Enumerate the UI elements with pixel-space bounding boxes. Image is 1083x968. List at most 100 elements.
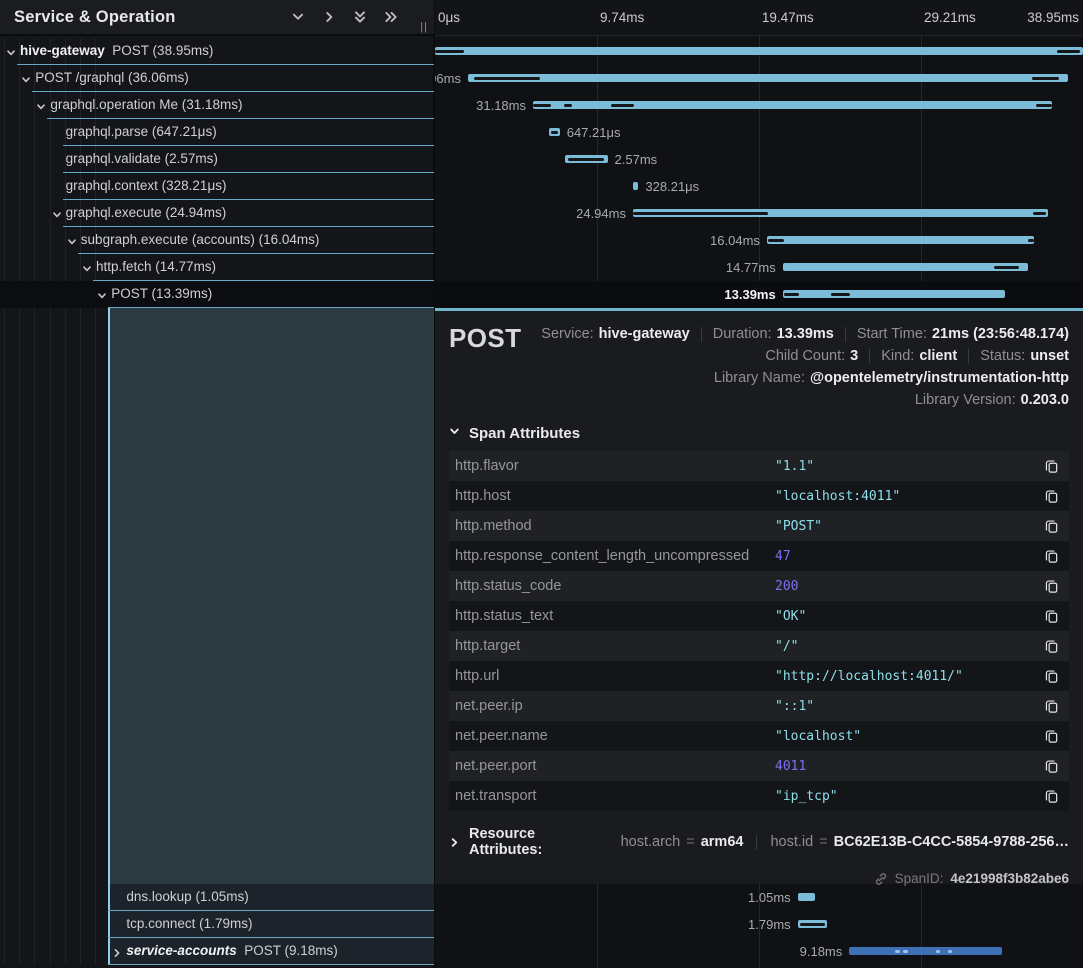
span-name-label: graphql.validate (2.57ms) — [66, 146, 218, 172]
span-attributes-section-toggle[interactable]: Span Attributes — [449, 424, 1069, 442]
tree-row[interactable]: graphql.operation Me (31.18ms) — [0, 92, 434, 119]
chevron-down-icon[interactable] — [21, 72, 31, 90]
attribute-value: "http://localhost:4011/" — [775, 669, 1044, 684]
bar-segment-mark — [1033, 212, 1045, 215]
copy-icon[interactable] — [1044, 699, 1059, 714]
tree-row[interactable]: POST /graphql (36.06ms) — [0, 65, 434, 92]
tree-row[interactable]: graphql.context (328.21μs) — [0, 173, 434, 200]
chevron-down-icon[interactable] — [82, 261, 92, 279]
tree-row[interactable]: dns.lookup (1.05ms) — [0, 884, 434, 911]
resource-attributes-row[interactable]: Resource Attributes: host.arch=arm64host… — [449, 826, 1069, 858]
bar-segment-mark — [611, 104, 634, 107]
bar-segment-mark — [533, 104, 551, 107]
span-duration-label: 24.94ms — [576, 200, 626, 227]
span-duration-bar[interactable] — [533, 101, 1052, 109]
span-duration-label: 16.04ms — [710, 227, 760, 254]
copy-icon[interactable] — [1044, 609, 1059, 624]
copy-icon[interactable] — [1044, 639, 1059, 654]
tree-row[interactable]: POST (13.39ms) — [0, 281, 434, 308]
meta-value: hive-gateway — [599, 326, 690, 342]
span-id-value: 4e21998f3b82abe6 — [950, 871, 1069, 886]
span-detail-header: POST Service:hive-gatewayDuration:13.39m… — [449, 311, 1069, 408]
span-tree-bottom: dns.lookup (1.05ms)tcp.connect (1.79ms)s… — [0, 884, 434, 965]
chevron-down-icon[interactable] — [36, 99, 46, 117]
span-duration-bar[interactable] — [435, 47, 1083, 55]
span-duration-bar[interactable] — [633, 182, 638, 190]
resource-key: host.id — [770, 834, 813, 850]
attribute-key: http.status_code — [455, 578, 775, 594]
tree-row[interactable]: graphql.execute (24.94ms) — [0, 200, 434, 227]
waterfall-row: 328.21μs — [435, 173, 1083, 200]
meta-label: Kind: — [881, 348, 914, 364]
chevron-down-icon[interactable] — [52, 207, 62, 225]
collapse-all-icon[interactable] — [353, 10, 367, 24]
copy-icon[interactable] — [1044, 459, 1059, 474]
timeline-tick-label: 38.95ms — [1027, 10, 1079, 25]
bar-segment-mark — [633, 212, 768, 215]
copy-icon[interactable] — [1044, 789, 1059, 804]
span-duration-bar[interactable] — [783, 290, 1006, 298]
copy-icon[interactable] — [1044, 519, 1059, 534]
attribute-value: 47 — [775, 549, 1044, 564]
span-duration-bar[interactable] — [849, 947, 1002, 955]
resource-key: host.arch — [621, 834, 681, 850]
meta-label: Child Count: — [765, 348, 845, 364]
span-duration-bar[interactable] — [549, 128, 560, 136]
copy-icon[interactable] — [1044, 579, 1059, 594]
attribute-value: "POST" — [775, 519, 1044, 534]
collapse-one-icon[interactable] — [291, 10, 305, 24]
span-duration-bar[interactable] — [767, 236, 1034, 244]
chevron-down-icon[interactable] — [6, 45, 16, 63]
span-duration-bar[interactable] — [783, 263, 1029, 271]
attribute-key: http.host — [455, 488, 775, 504]
copy-icon[interactable] — [1044, 489, 1059, 504]
waterfall-row: 647.21μs — [435, 119, 1083, 146]
expand-one-icon[interactable] — [322, 10, 336, 24]
bar-segment-mark — [1028, 239, 1033, 242]
attribute-row: net.transport"ip_tcp" — [449, 781, 1069, 811]
copy-icon[interactable] — [1044, 549, 1059, 564]
span-duration-bar[interactable] — [633, 209, 1048, 217]
resource-equals: = — [819, 834, 827, 850]
meta-value: client — [919, 348, 957, 364]
link-icon[interactable] — [874, 872, 888, 886]
span-detail-panel: POST Service:hive-gatewayDuration:13.39m… — [435, 308, 1083, 884]
resource-value: BC62E13B-C4CC-5854-9788-256… — [834, 834, 1069, 850]
span-meta-line: Service:hive-gatewayDuration:13.39msStar… — [541, 326, 1069, 342]
span-duration-bar[interactable] — [468, 74, 1068, 82]
copy-icon[interactable] — [1044, 759, 1059, 774]
span-attributes-label: Span Attributes — [469, 425, 580, 442]
attribute-key: net.peer.port — [455, 758, 775, 774]
attribute-row: net.peer.port4011 — [449, 751, 1069, 781]
span-waterfall-bottom: 1.05ms1.79ms9.18ms — [435, 884, 1083, 965]
waterfall-row: 38.95ms — [435, 38, 1083, 65]
tree-row[interactable]: subgraph.execute (accounts) (16.04ms) — [0, 227, 434, 254]
tree-row[interactable]: http.fetch (14.77ms) — [0, 254, 434, 281]
tree-row[interactable]: tcp.connect (1.79ms) — [0, 911, 434, 938]
span-duration-label: 328.21μs — [645, 173, 699, 200]
chevron-down-icon[interactable] — [97, 288, 107, 306]
attribute-row: net.peer.ip"::1" — [449, 691, 1069, 721]
meta-value: @opentelemetry/instrumentation-http — [810, 370, 1069, 386]
attribute-value: "localhost:4011" — [775, 489, 1044, 504]
meta-divider — [869, 349, 870, 364]
expand-all-icon[interactable] — [384, 10, 398, 24]
chevron-down-icon[interactable] — [67, 234, 77, 252]
span-attributes-table: http.flavor"1.1"http.host"localhost:4011… — [449, 451, 1069, 811]
tree-row[interactable]: service-accounts POST (9.18ms) — [0, 938, 434, 965]
tree-row[interactable]: graphql.parse (647.21μs) — [0, 119, 434, 146]
attribute-key: http.url — [455, 668, 775, 684]
column-resize-handle[interactable]: || — [420, 21, 428, 33]
tree-row[interactable]: graphql.validate (2.57ms) — [0, 146, 434, 173]
span-duration-bar[interactable] — [798, 920, 828, 928]
attribute-row: http.target"/" — [449, 631, 1069, 661]
attribute-row: http.host"localhost:4011" — [449, 481, 1069, 511]
copy-icon[interactable] — [1044, 669, 1059, 684]
attribute-key: net.transport — [455, 788, 775, 804]
tree-row[interactable]: hive-gateway POST (38.95ms) — [0, 38, 434, 65]
copy-icon[interactable] — [1044, 729, 1059, 744]
span-duration-bar[interactable] — [798, 893, 815, 901]
resource-value: arm64 — [701, 834, 744, 850]
chevron-right-icon[interactable] — [112, 945, 122, 963]
span-duration-bar[interactable] — [565, 155, 608, 163]
